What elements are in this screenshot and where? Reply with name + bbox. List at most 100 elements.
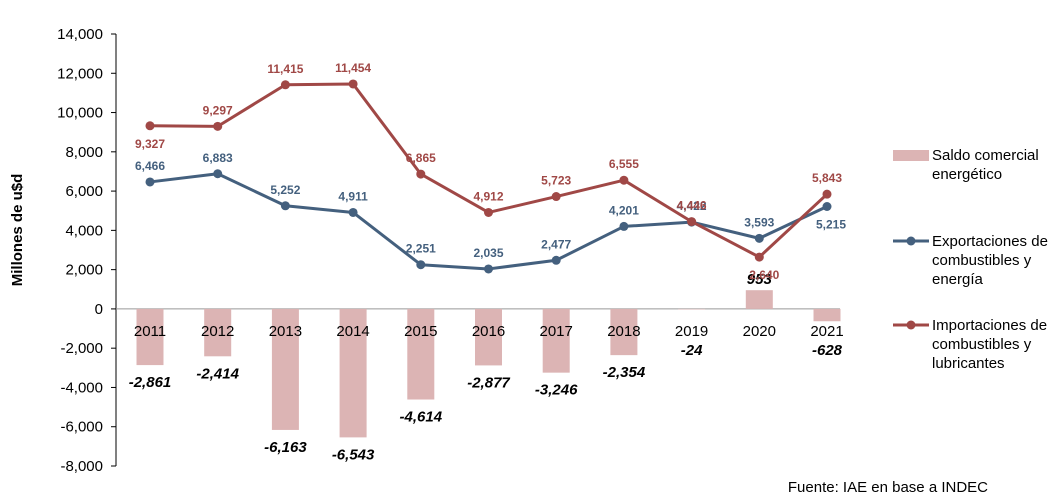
saldo-bar <box>678 308 706 310</box>
exportaciones-label: 4,422 <box>677 199 707 213</box>
importaciones-label: 6,865 <box>406 151 436 165</box>
legend-swatch-saldo <box>893 150 929 161</box>
exportaciones-label: 2,035 <box>473 246 503 260</box>
exportaciones-label: 4,201 <box>609 203 639 217</box>
x-tick-label: 2021 <box>810 323 843 340</box>
importaciones-point <box>687 217 697 227</box>
source-note: Fuente: IAE en base a INDEC <box>788 479 988 496</box>
saldo-bar <box>745 290 773 309</box>
saldo-label: 953 <box>747 271 773 288</box>
y-tick-label: -4,000 <box>60 379 103 396</box>
saldo-bars <box>136 290 841 438</box>
x-tick-label: 2020 <box>743 323 776 340</box>
saldo-label: -3,246 <box>535 382 578 399</box>
saldo-label: -2,354 <box>603 364 646 381</box>
legend-text-line: Exportaciones de <box>932 233 1048 250</box>
data-labels: 2011 -2,861 2012 -2,414 2013 -6,163 2014 -6,543… <box>129 61 847 463</box>
y-tick-label: 12,000 <box>57 65 103 82</box>
x-tick-label: 2019 <box>675 323 708 340</box>
saldo-bar <box>610 308 638 356</box>
saldo-bar <box>542 308 570 373</box>
importaciones-label: 5,843 <box>812 171 842 185</box>
y-tick-label: 2,000 <box>65 262 103 279</box>
x-tick-label: 2015 <box>404 323 437 340</box>
importaciones-point <box>754 252 764 262</box>
exportaciones-point <box>348 207 358 217</box>
x-tick-label: 2013 <box>269 323 302 340</box>
y-tick-label: -6,000 <box>60 419 103 436</box>
y-tick-label: 8,000 <box>65 144 103 161</box>
importaciones-label: 9,327 <box>135 137 165 151</box>
exportaciones-point <box>416 260 426 270</box>
legend: Saldo comercial energético Exportaciones d… <box>893 147 1048 372</box>
exportaciones-point <box>754 233 764 243</box>
exportaciones-point <box>822 202 832 212</box>
legend-text-line: combustibles y <box>932 336 1032 353</box>
saldo-bar <box>339 308 367 438</box>
legend-marker-importaciones <box>906 320 916 330</box>
x-tick-label: 2018 <box>607 323 640 340</box>
y-axis-label: Millones de u$d <box>9 174 26 287</box>
x-tick-label: 2017 <box>540 323 573 340</box>
importaciones-point <box>416 169 426 179</box>
legend-text-line: Saldo comercial <box>932 147 1039 164</box>
y-tick-label: -2,000 <box>60 340 103 357</box>
x-tick-label: 2016 <box>472 323 505 340</box>
y-tick-label: 6,000 <box>65 183 103 200</box>
exportaciones-label: 4,911 <box>338 189 368 203</box>
legend-text-line: energía <box>932 271 984 288</box>
importaciones-point <box>280 80 290 90</box>
saldo-bar <box>407 308 435 400</box>
saldo-label: -2,414 <box>196 365 239 382</box>
exportaciones-label: 6,466 <box>135 159 165 173</box>
saldo-bar <box>204 308 232 357</box>
importaciones-label: 5,723 <box>541 174 571 188</box>
saldo-bar <box>813 308 841 322</box>
legend-text-line: combustibles y <box>932 252 1032 269</box>
exportaciones-label: 2,251 <box>406 242 436 256</box>
exportaciones-point <box>551 255 561 265</box>
exportaciones-point <box>619 221 629 231</box>
importaciones-point <box>145 121 155 131</box>
importaciones-point <box>484 207 493 217</box>
legend-marker-exportaciones <box>906 236 916 246</box>
y-tick-label: 10,000 <box>57 105 103 122</box>
saldo-bar <box>136 308 164 366</box>
saldo-label: -6,543 <box>332 446 375 463</box>
importaciones-point <box>822 189 832 199</box>
importaciones-label: 9,297 <box>203 103 233 117</box>
x-tick-label: 2011 <box>134 323 166 340</box>
y-axis: 14,000 12,000 10,000 8,000 6,000 4,000 2,000 0 -… <box>57 26 840 475</box>
y-tick-label: 0 <box>95 301 103 318</box>
legend-text-line: energético <box>932 166 1002 183</box>
saldo-label: -4,614 <box>400 409 443 426</box>
importaciones-label: 11,454 <box>335 61 371 75</box>
y-tick-label: -8,000 <box>60 458 103 475</box>
exportaciones-point <box>213 169 223 179</box>
exportaciones-point <box>484 264 493 274</box>
exportaciones-label: 5,215 <box>816 218 846 232</box>
saldo-label: -2,861 <box>129 374 172 391</box>
legend-text-line: Importaciones de <box>932 317 1047 334</box>
exportaciones-label: 3,593 <box>744 215 774 229</box>
exportaciones-point <box>145 177 155 187</box>
exportaciones-label: 6,883 <box>203 151 233 165</box>
importaciones-point <box>213 121 223 131</box>
saldo-label: -628 <box>812 342 843 359</box>
y-tick-label: 14,000 <box>57 26 103 43</box>
series-lines <box>145 79 832 274</box>
saldo-bar <box>475 308 502 366</box>
importaciones-point <box>551 192 561 202</box>
saldo-label: -2,877 <box>467 374 510 391</box>
y-tick-label: 4,000 <box>65 222 103 239</box>
importaciones-label: 11,415 <box>267 62 303 76</box>
importaciones-label: 4,446 <box>677 199 707 213</box>
saldo-label: -6,163 <box>264 439 307 456</box>
x-tick-label: 2012 <box>201 323 234 340</box>
legend-text-line: lubricantes <box>932 355 1005 372</box>
importaciones-point <box>619 175 629 185</box>
exportaciones-label: 2,477 <box>541 237 571 251</box>
exportaciones-point <box>280 201 290 211</box>
importaciones-point <box>348 79 358 89</box>
